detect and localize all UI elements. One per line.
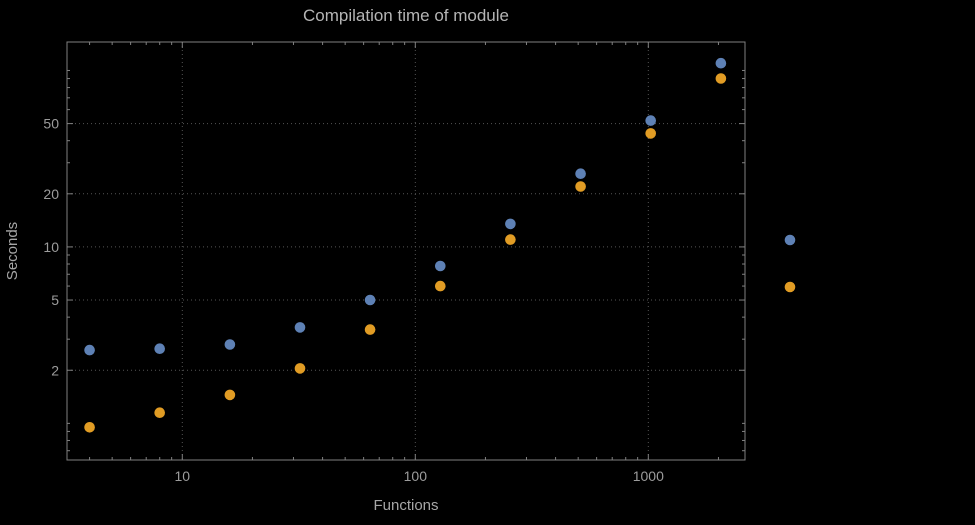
- data-point-blue: [435, 260, 446, 272]
- data-point-blue: [294, 322, 306, 333]
- data-point-orange: [575, 181, 586, 192]
- data-point-blue: [154, 343, 165, 355]
- y-tick-label: 2: [51, 362, 59, 378]
- data-point-orange: [435, 280, 446, 292]
- x-tick-label: 10: [175, 468, 191, 484]
- data-point-blue: [224, 339, 236, 350]
- y-tick-label: 20: [43, 186, 59, 202]
- data-point-orange: [645, 128, 656, 139]
- y-tick-label: 5: [51, 292, 59, 308]
- data-point-orange: [364, 324, 376, 335]
- data-point-orange: [505, 234, 516, 245]
- data-point-blue: [575, 168, 586, 179]
- x-tick-label: 1000: [633, 468, 664, 484]
- y-tick-label: 50: [43, 116, 59, 132]
- x-tick-label: 100: [404, 468, 428, 484]
- y-tick-label: 10: [43, 239, 59, 255]
- plot-frame: [66, 41, 746, 461]
- data-point-orange: [84, 422, 95, 433]
- chart-title: Compilation time of module: [303, 6, 509, 25]
- data-point-orange: [224, 389, 236, 401]
- legend-marker-blue: [784, 234, 796, 246]
- legend-marker-orange: [784, 281, 796, 293]
- data-point-blue: [364, 294, 376, 306]
- y-axis-label: Seconds: [4, 221, 21, 281]
- data-point-orange: [294, 363, 306, 374]
- x-axis-label: Functions: [373, 497, 439, 514]
- data-point-orange: [154, 407, 165, 419]
- data-point-blue: [84, 344, 95, 356]
- data-point-blue: [505, 218, 516, 230]
- data-point-blue: [645, 115, 656, 126]
- data-point-blue: [715, 57, 727, 69]
- data-point-orange: [715, 73, 727, 84]
